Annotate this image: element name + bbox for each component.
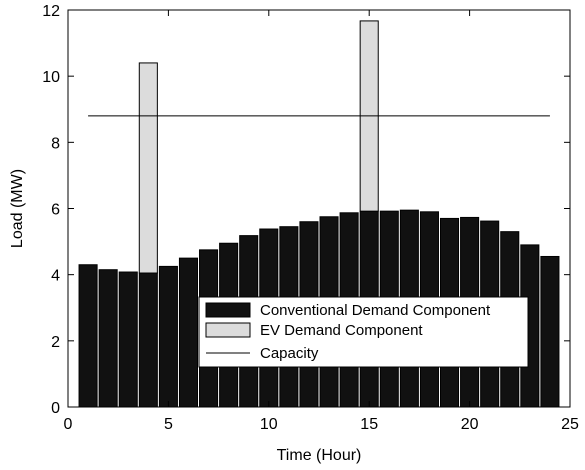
bar-conventional [540,255,560,408]
legend-swatch-conventional [205,302,251,318]
y-tick-label: 8 [51,135,60,152]
x-axis-label: Time (Hour) [277,447,362,464]
y-tick-label: 12 [42,3,60,20]
legend-swatch-ev [205,322,251,338]
bar-conventional [118,271,138,408]
legend-box [198,296,529,368]
bar-conventional [98,269,118,408]
bar-conventional [78,264,98,408]
y-tick-label: 6 [51,202,60,219]
legend-label-ev: EV Demand Component [260,322,423,339]
y-tick-label: 4 [51,268,60,285]
x-tick-label: 20 [461,416,479,433]
x-tick-label: 5 [164,416,173,433]
y-tick-label: 2 [51,334,60,351]
axes-ticks: 0 5 10 15 20 25 0 2 4 6 8 10 12 [42,3,579,433]
x-tick-label: 15 [360,416,378,433]
x-tick-label: 0 [64,416,73,433]
x-tick-label: 25 [561,416,579,433]
legend-label-conventional: Conventional Demand Component [260,302,491,319]
y-tick-label: 10 [42,69,60,86]
bar-conventional [178,257,199,408]
bar-ev [138,62,158,274]
bar-conventional [158,265,178,408]
y-axis-label: Load (MW) [9,169,26,248]
bar-conventional [138,272,158,408]
legend-label-capacity: Capacity [260,345,319,362]
x-tick-label: 10 [260,416,278,433]
legend: Conventional Demand Component EV Demand … [198,296,529,368]
y-tick-label: 0 [51,400,60,417]
